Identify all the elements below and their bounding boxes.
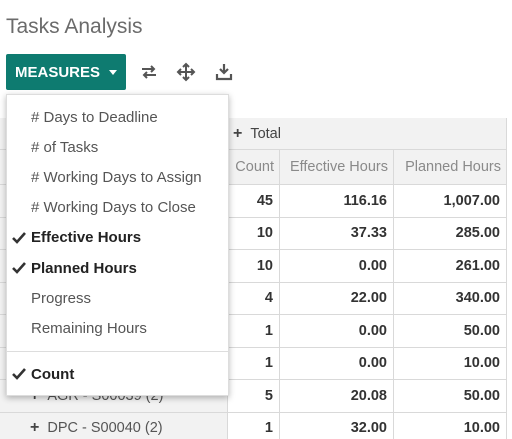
- value-cell: 32.00: [280, 412, 394, 439]
- value-cell: 285.00: [394, 217, 507, 250]
- check-icon: [12, 368, 26, 380]
- measure-label: # Working Days to Close: [31, 199, 196, 217]
- value-cell: 0.00: [280, 315, 394, 348]
- measure-label: Effective Hours: [31, 229, 142, 247]
- value-cell: 1: [228, 347, 280, 380]
- expand-all-icon[interactable]: [176, 62, 196, 82]
- value-cell: 1: [228, 315, 280, 348]
- measure-item[interactable]: Effective Hours: [7, 223, 228, 253]
- measure-item[interactable]: # Working Days to Close: [7, 193, 228, 223]
- row-header: + DPC - S00040 (2): [0, 412, 228, 439]
- measures-dropdown: # Days to Deadline # of Tasks # Working Da…: [6, 94, 229, 396]
- value-cell: 5: [228, 380, 280, 413]
- value-cell: 10.00: [394, 347, 507, 380]
- value-cell: 37.33: [280, 217, 394, 250]
- value-cell: 0.00: [280, 347, 394, 380]
- measure-item[interactable]: Planned Hours: [7, 253, 228, 283]
- value-cell: 116.16: [280, 185, 394, 218]
- measure-item[interactable]: Count: [7, 359, 228, 389]
- value-cell: 10: [228, 217, 280, 250]
- value-cell: 20.08: [280, 380, 394, 413]
- measure-item[interactable]: # Working Days to Assign: [7, 162, 228, 192]
- button-label: MEASURES: [14, 63, 100, 81]
- column-group-header: + Total: [228, 118, 507, 150]
- value-cell: 340.00: [394, 282, 507, 315]
- measure-label: # Working Days to Assign: [31, 168, 202, 186]
- value-cell: 22.00: [280, 282, 394, 315]
- measure-label: Progress: [31, 289, 92, 307]
- row-label[interactable]: DPC - S00040 (2): [47, 420, 163, 437]
- check-icon: [12, 231, 26, 244]
- value-cell: 50.00: [394, 380, 507, 413]
- value-cell: 1: [228, 412, 280, 439]
- measure-item[interactable]: Progress: [7, 283, 228, 313]
- plus-icon: +: [30, 419, 40, 437]
- measure-label: Remaining Hours: [31, 319, 147, 337]
- measure-item[interactable]: # Days to Deadline: [7, 102, 228, 132]
- flip-axis-icon[interactable]: [139, 62, 159, 82]
- measure-label: Count: [31, 365, 75, 383]
- measure-item[interactable]: Remaining Hours: [7, 313, 228, 343]
- page-title: Tasks Analysis: [6, 15, 143, 38]
- value-cell: 45: [228, 185, 280, 218]
- measure-label: # Days to Deadline: [31, 108, 158, 126]
- value-cell: 0.00: [280, 250, 394, 283]
- measure-label: # of Tasks: [31, 138, 99, 156]
- download-icon[interactable]: [214, 62, 234, 82]
- column-header: Effective Hours: [280, 150, 394, 185]
- check-icon: [12, 262, 26, 274]
- value-cell: 1,007.00: [394, 185, 507, 218]
- value-cell: 4: [228, 282, 280, 315]
- column-group-label: Total: [250, 125, 281, 142]
- divider: [7, 351, 228, 352]
- value-cell: 50.00: [394, 315, 507, 348]
- value-cell: 10: [228, 250, 280, 283]
- measure-item[interactable]: # of Tasks: [7, 132, 228, 162]
- plus-icon: +: [233, 124, 243, 142]
- column-header: Count: [228, 150, 280, 185]
- measure-label: Planned Hours: [31, 259, 137, 277]
- measures-button[interactable]: MEASURES: [6, 54, 126, 90]
- value-cell: 10.00: [394, 412, 507, 439]
- caret: [109, 70, 117, 75]
- value-cell: 261.00: [394, 250, 507, 283]
- column-header: Planned Hours: [394, 150, 507, 185]
